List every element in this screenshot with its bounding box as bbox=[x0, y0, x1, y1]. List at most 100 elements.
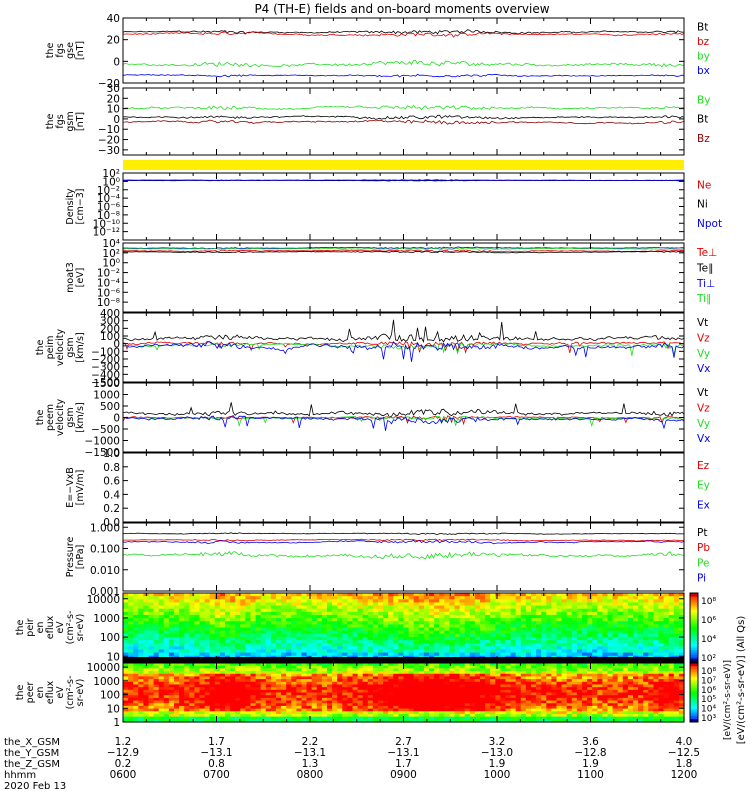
spectrogram-cell bbox=[286, 614, 292, 619]
spectrogram-cell bbox=[286, 703, 292, 707]
spectrogram-cell bbox=[367, 624, 374, 629]
spectrogram-cell bbox=[372, 719, 379, 723]
spectrogram-cell bbox=[143, 621, 150, 625]
spectrogram-cell bbox=[393, 602, 399, 607]
spectrogram-cell bbox=[429, 608, 435, 613]
spectrogram-cell bbox=[520, 652, 527, 657]
spectrogram-cell bbox=[459, 633, 466, 638]
spectrogram-cell bbox=[265, 624, 272, 629]
spectrogram-cell bbox=[316, 618, 323, 622]
y-tick-label: −100 bbox=[91, 346, 120, 358]
spectrogram-cell bbox=[352, 624, 359, 629]
spectrogram-cell bbox=[357, 627, 364, 632]
spectrogram-cell bbox=[413, 627, 420, 632]
spectrogram-cell bbox=[291, 621, 297, 625]
spectrogram-cell bbox=[281, 596, 287, 600]
spectrogram-cell bbox=[240, 705, 246, 710]
spectrogram-cell bbox=[418, 668, 425, 672]
spectrogram-cell bbox=[627, 649, 634, 654]
spectrogram-cell bbox=[276, 630, 282, 635]
spectrogram-cell bbox=[429, 716, 435, 720]
spectrogram-cell bbox=[296, 663, 303, 667]
spectrogram-cell bbox=[225, 684, 231, 688]
spectrogram-cell bbox=[153, 643, 160, 647]
spectrogram-cell bbox=[388, 681, 394, 686]
spectrogram-cell bbox=[332, 689, 338, 694]
spectrogram-cell bbox=[286, 692, 292, 696]
spectrogram-cell bbox=[398, 676, 405, 680]
spectrogram-cell bbox=[617, 614, 624, 619]
spectrogram-cell bbox=[337, 599, 343, 604]
spectrogram-cell bbox=[505, 692, 512, 696]
spectrogram-cell bbox=[174, 602, 180, 607]
spectrogram-cell bbox=[332, 652, 338, 657]
spectrogram-cell bbox=[480, 593, 486, 597]
spectrogram-cell bbox=[383, 684, 389, 688]
spectrogram-cell bbox=[194, 649, 201, 654]
spectrogram-cell bbox=[515, 679, 522, 683]
spectrogram-cell bbox=[301, 649, 308, 654]
spectrogram-cell bbox=[179, 692, 185, 696]
spectrogram-cell bbox=[495, 700, 501, 704]
spectrogram-cell bbox=[296, 708, 303, 712]
spectrogram-cell bbox=[179, 705, 185, 710]
spectrogram-cell bbox=[204, 640, 211, 644]
spectrogram-cell bbox=[469, 668, 476, 672]
spectrogram-cell bbox=[148, 684, 155, 688]
spectrogram-cell bbox=[367, 605, 374, 610]
spectrogram-cell bbox=[663, 605, 670, 610]
spectrogram-cell bbox=[311, 663, 318, 667]
spectrogram-cell bbox=[520, 684, 527, 688]
spectrogram-cell bbox=[515, 624, 522, 629]
spectrogram-cell bbox=[143, 633, 150, 638]
spectrogram-cell bbox=[668, 646, 675, 651]
spectrogram-cell bbox=[362, 652, 369, 657]
spectrogram-cell bbox=[439, 630, 445, 635]
spectrogram-cell bbox=[250, 671, 257, 675]
spectrogram-cell bbox=[174, 689, 180, 694]
spectrogram-cell bbox=[439, 716, 445, 720]
spectrogram-cell bbox=[531, 593, 537, 597]
spectrogram-cell bbox=[418, 700, 425, 704]
spectrogram-cell bbox=[429, 692, 435, 696]
spectrogram-cell bbox=[510, 643, 517, 647]
spectrogram-cell bbox=[342, 640, 348, 644]
spectrogram-cell bbox=[434, 676, 440, 680]
spectrogram-cell bbox=[418, 708, 425, 712]
spectrogram-cell bbox=[153, 633, 160, 638]
spectrogram-cell bbox=[128, 649, 134, 654]
spectrogram-cell bbox=[276, 624, 282, 629]
spectrogram-cell bbox=[225, 700, 231, 704]
spectrogram-cell bbox=[133, 700, 139, 704]
spectrogram-cell bbox=[490, 695, 496, 699]
spectrogram-cell bbox=[270, 643, 277, 647]
spectrogram-cell bbox=[449, 630, 456, 635]
spectrogram-cell bbox=[378, 599, 384, 604]
spectrogram-cell bbox=[367, 646, 374, 651]
spectrogram-cell bbox=[311, 700, 318, 704]
spectrogram-cell bbox=[286, 611, 292, 616]
spectrogram-cell bbox=[230, 697, 236, 702]
spectrogram-cell bbox=[133, 668, 139, 672]
spectrogram-cell bbox=[408, 679, 415, 683]
spectrogram-cell bbox=[576, 640, 583, 644]
spectrogram-cell bbox=[469, 608, 476, 613]
spectrogram-cell bbox=[199, 643, 206, 647]
spectrogram-cell bbox=[255, 713, 262, 718]
spectrogram-cell bbox=[270, 646, 277, 651]
spectrogram-cell bbox=[225, 711, 231, 715]
spectrogram-cell bbox=[240, 621, 246, 625]
spectrogram-cell bbox=[505, 646, 512, 651]
spectrogram-cell bbox=[505, 621, 512, 625]
spectrogram-cell bbox=[260, 713, 267, 718]
spectrogram-cell bbox=[347, 614, 354, 619]
spectrogram-cell bbox=[128, 602, 134, 607]
spectrogram-cell bbox=[663, 611, 670, 616]
spectrogram-cell bbox=[587, 633, 593, 638]
spectrogram-cell bbox=[505, 593, 512, 597]
spectrogram-cell bbox=[668, 621, 675, 625]
spectrogram-cell bbox=[153, 684, 160, 688]
spectrogram-cell bbox=[327, 621, 333, 625]
spectrogram-cell bbox=[520, 636, 527, 641]
spectrogram-cell bbox=[367, 705, 374, 710]
